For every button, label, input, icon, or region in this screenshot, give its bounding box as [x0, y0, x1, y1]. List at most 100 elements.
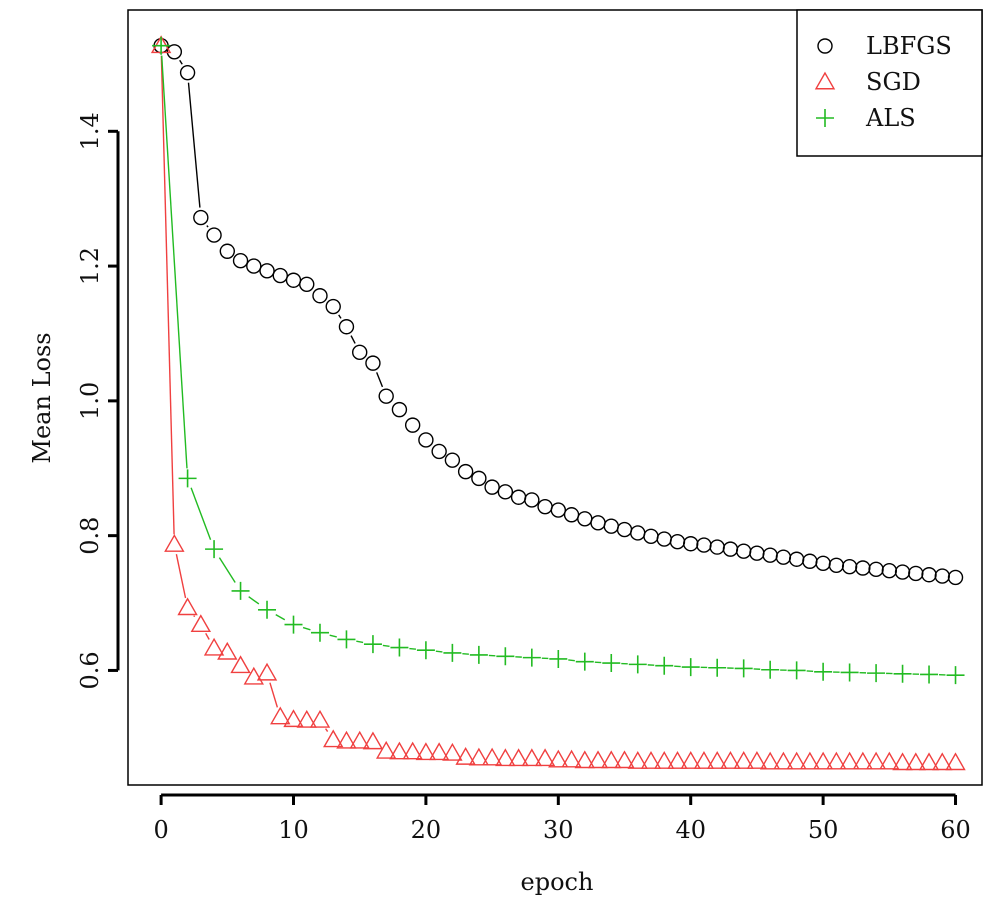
- series-als-point: [549, 649, 568, 668]
- series-sgd-segment: [193, 615, 196, 618]
- legend-item-lbfgs: LBFGS: [817, 32, 952, 60]
- series-lbfgs-segment: [179, 59, 183, 65]
- series-als-point: [178, 469, 197, 488]
- x-tick-label: 50: [808, 816, 839, 844]
- series-sgd-point: [733, 751, 754, 769]
- series-sgd-point: [455, 746, 476, 765]
- series-als-segment: [248, 596, 260, 605]
- series-sgd-point: [336, 730, 357, 749]
- series-sgd-point: [296, 709, 317, 728]
- series-lbfgs-point: [179, 64, 196, 81]
- series-lbfgs-point: [404, 417, 421, 433]
- series-lbfgs-point: [299, 276, 315, 292]
- series-sgd-point: [309, 709, 331, 728]
- series-sgd-point: [799, 751, 821, 770]
- series-sgd-segment: [269, 682, 279, 708]
- series-sgd-point: [627, 751, 648, 769]
- x-axis-title: epoch: [521, 868, 594, 896]
- series-sgd-point: [203, 637, 225, 656]
- series-sgd: [150, 35, 966, 771]
- series-lbfgs-point: [272, 267, 288, 284]
- series-sgd-point: [654, 751, 675, 769]
- series-sgd-point: [230, 655, 251, 674]
- series-sgd-point: [640, 751, 662, 769]
- series-lbfgs-point: [471, 470, 487, 487]
- series-sgd-point: [852, 751, 874, 770]
- legend-als-marker: [816, 109, 834, 127]
- series-sgd-point: [932, 752, 953, 771]
- series-sgd-point: [164, 534, 185, 552]
- series-sgd-point: [786, 751, 807, 770]
- series-sgd-segment: [175, 554, 187, 599]
- series-sgd-segment: [205, 632, 210, 640]
- series-lbfgs-point: [378, 388, 394, 404]
- series-als-segment: [329, 634, 337, 638]
- x-tick-label: 40: [675, 816, 706, 844]
- series-lbfgs-point: [947, 569, 964, 586]
- y-tick-label: 1.2: [76, 247, 104, 285]
- series-sgd-point: [283, 709, 304, 728]
- series-layer: [150, 35, 966, 771]
- series-sgd-point: [746, 751, 768, 769]
- series-als-segment: [356, 640, 364, 644]
- series-sgd-point: [534, 748, 556, 767]
- series-als-point: [258, 600, 277, 619]
- series-sgd-point: [812, 751, 834, 770]
- series-als-point: [284, 615, 303, 634]
- series-lbfgs-point: [232, 252, 249, 269]
- series-als-point: [893, 664, 912, 683]
- series-als-point: [443, 643, 462, 662]
- series-sgd-point: [495, 748, 516, 767]
- series-sgd-point: [587, 750, 609, 769]
- series-lbfgs-point: [352, 344, 368, 361]
- series-als-point: [522, 648, 541, 667]
- series-lbfgs-point: [497, 484, 514, 500]
- series-sgd-point: [481, 747, 503, 766]
- series-lbfgs-point: [365, 355, 381, 371]
- y-axis: 0.6 0.8 1.0 1.2 1.4: [76, 112, 120, 690]
- series-sgd-point: [865, 751, 887, 770]
- series-sgd-point: [614, 750, 635, 769]
- series-als-point: [337, 630, 356, 649]
- series-sgd-point: [759, 751, 781, 770]
- series-lbfgs-segment: [206, 225, 209, 228]
- x-tick-label: 60: [940, 816, 971, 844]
- series-sgd-point: [826, 751, 847, 770]
- series-als-point: [867, 664, 886, 683]
- legend-lbfgs-label: LBFGS: [866, 32, 952, 60]
- plot-frame: [127, 9, 983, 786]
- series-lbfgs-point: [524, 492, 540, 508]
- series-lbfgs-segment: [376, 372, 384, 388]
- series-als-point: [920, 665, 939, 684]
- series-als-point: [628, 655, 647, 674]
- series-als-point: [708, 658, 727, 677]
- series-als-point: [469, 645, 488, 664]
- series-sgd-point: [177, 597, 198, 616]
- series-als-segment: [382, 644, 390, 647]
- series-sgd-point: [720, 751, 741, 769]
- series-als-segment: [568, 659, 575, 662]
- series-lbfgs-point: [338, 319, 355, 335]
- y-tick-label: 0.6: [76, 651, 104, 689]
- series-sgd-point: [521, 748, 543, 767]
- series-als-point: [390, 638, 409, 657]
- series-als-point: [681, 658, 700, 677]
- series-lbfgs-point: [457, 463, 474, 480]
- series-sgd-segment: [325, 728, 329, 732]
- legend-als-label: ALS: [865, 104, 916, 132]
- series-lbfgs-point: [325, 298, 341, 315]
- series-als-point: [416, 641, 435, 660]
- series-sgd-point: [256, 662, 278, 681]
- series-lbfgs-point: [246, 258, 262, 274]
- series-sgd-point: [402, 741, 423, 760]
- series-sgd-point: [693, 751, 715, 769]
- series-sgd-point: [548, 749, 569, 768]
- series-als-point: [602, 654, 621, 673]
- series-sgd-point: [323, 729, 344, 748]
- x-tick-label: 20: [411, 816, 442, 844]
- legend-lbfgs-marker: [817, 38, 833, 54]
- series-sgd-point: [349, 730, 370, 749]
- x-tick-label: 10: [278, 816, 309, 844]
- x-tick-label: 0: [153, 816, 168, 844]
